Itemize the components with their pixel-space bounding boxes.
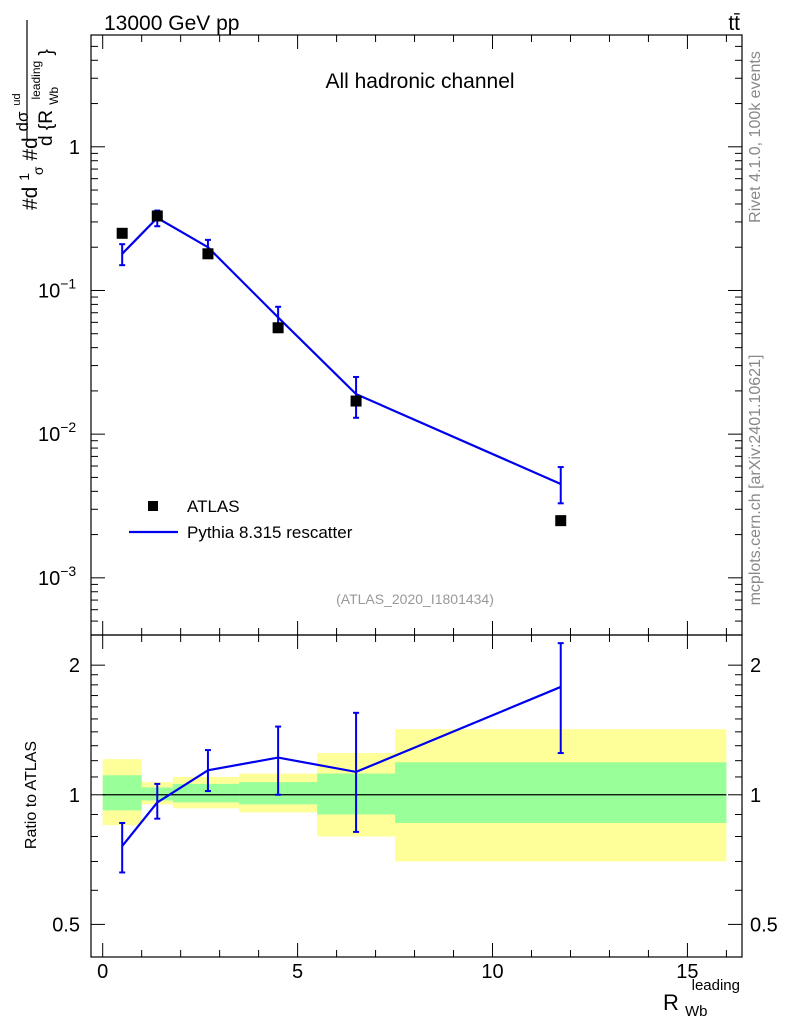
xlabel-sup: leading xyxy=(692,977,740,994)
main-frame xyxy=(90,34,743,636)
ylabel-part-e: dσ xyxy=(13,111,32,131)
x-tick-label: 10 xyxy=(481,961,503,983)
atlas-data-point xyxy=(555,515,567,527)
x-tick-label: 5 xyxy=(292,961,303,983)
svg-text:d {R Wb leadin: d {R Wb leading } xyxy=(24,49,63,146)
xlabel-base: R xyxy=(663,990,679,1015)
main-y-ticks: 110−110−210−3 xyxy=(38,34,742,636)
ylabel-part-d: #d xyxy=(19,137,42,160)
ratio-y-tick-label-left: 0.5 xyxy=(52,914,80,936)
ratio-y-ticks: 0.5 0.5 1 1 2 2 xyxy=(52,655,778,936)
atlas-data-point xyxy=(151,210,163,222)
atlas-data-point xyxy=(116,227,128,239)
ratio-y-tick-label-right: 1 xyxy=(750,785,761,807)
y-tick-label: 10−1 xyxy=(38,275,76,302)
main-y-axis-label: #d 1 σ #d dσ ud d {R Wb leading } xyxy=(10,20,63,210)
atlas-data-point xyxy=(350,395,362,407)
y-tick-label-base: 10 xyxy=(38,568,60,590)
atlas-data-point xyxy=(272,322,284,334)
ratio-data xyxy=(119,642,564,874)
process-label: tt̄ xyxy=(728,12,740,35)
energy-label: 13000 GeV pp xyxy=(104,12,239,35)
legend-label-atlas: ATLAS xyxy=(187,497,240,516)
ylabel-part-j: } xyxy=(36,49,57,55)
ylabel-part-a: #d xyxy=(19,187,42,210)
ratio-mc-line xyxy=(121,685,562,847)
mc-line xyxy=(121,216,562,485)
rivet-label: Rivet 4.1.0, 100k events xyxy=(747,51,764,223)
ratio-y-axis-label: Ratio to ATLAS xyxy=(23,741,40,849)
svg-text:#d 1 σ: #d 1 σ #d dσ ud xyxy=(10,93,48,210)
ylabel-part-b: 1 xyxy=(16,173,32,181)
main-x-ticks xyxy=(102,35,727,635)
analysis-tag: (ATLAS_2020_I1801434) xyxy=(336,591,494,607)
y-tick-label: 10−3 xyxy=(38,563,76,590)
x-axis-label: R Wb leading xyxy=(663,977,740,1021)
ratio-bands xyxy=(102,729,727,862)
x-tick-label: 15 xyxy=(676,961,698,983)
ratio-band-inner xyxy=(102,775,142,811)
ratio-y-tick-label-left: 1 xyxy=(69,785,80,807)
ylabel-part-g: d {R xyxy=(36,110,57,146)
ratio-x-ticks: 0 5 10 15 xyxy=(97,635,727,983)
y-tick-label-exp: −2 xyxy=(60,419,76,435)
xlabel-sub: Wb xyxy=(685,1003,708,1020)
legend: ATLAS Pythia 8.315 rescatter xyxy=(129,497,353,542)
ratio-y-tick-label-right: 2 xyxy=(750,655,761,677)
main-panel: 110−110−210−3 All hadronic channel (ATLA… xyxy=(10,20,743,636)
y-tick-label-base: 1 xyxy=(69,137,80,159)
chart-title: All hadronic channel xyxy=(325,70,514,93)
ylabel-part-c: σ xyxy=(30,166,46,175)
ratio-panel: 0.5 0.5 1 1 2 2 0 5 10 15 Ratio to ATLAS R Wb le… xyxy=(23,634,778,1021)
y-tick-label-base: 10 xyxy=(38,280,60,302)
legend-label-pythia: Pythia 8.315 rescatter xyxy=(187,523,353,542)
ratio-y-tick-label-left: 2 xyxy=(69,655,80,677)
ratio-y-tick-label-right: 0.5 xyxy=(750,914,778,936)
mcplots-label: mcplots.cern.ch [arXiv:2401.10621] xyxy=(747,355,764,606)
atlas-data-point xyxy=(202,248,214,260)
ratio-frame xyxy=(90,634,743,958)
y-tick-label-base: 10 xyxy=(38,424,60,446)
x-tick-label: 0 xyxy=(97,961,108,983)
y-tick-label: 10−2 xyxy=(38,419,76,446)
ylabel-part-f: ud xyxy=(11,93,23,105)
y-tick-label: 1 xyxy=(69,137,80,159)
y-tick-label-exp: −3 xyxy=(60,563,76,579)
y-tick-label-exp: −1 xyxy=(60,275,76,291)
ylabel-part-i: leading xyxy=(29,61,43,100)
legend-marker-atlas xyxy=(148,501,158,511)
main-data xyxy=(116,209,567,527)
ylabel-part-h: Wb xyxy=(47,86,61,104)
ratio-band-inner xyxy=(172,783,240,803)
ratio-band-inner xyxy=(395,762,727,823)
